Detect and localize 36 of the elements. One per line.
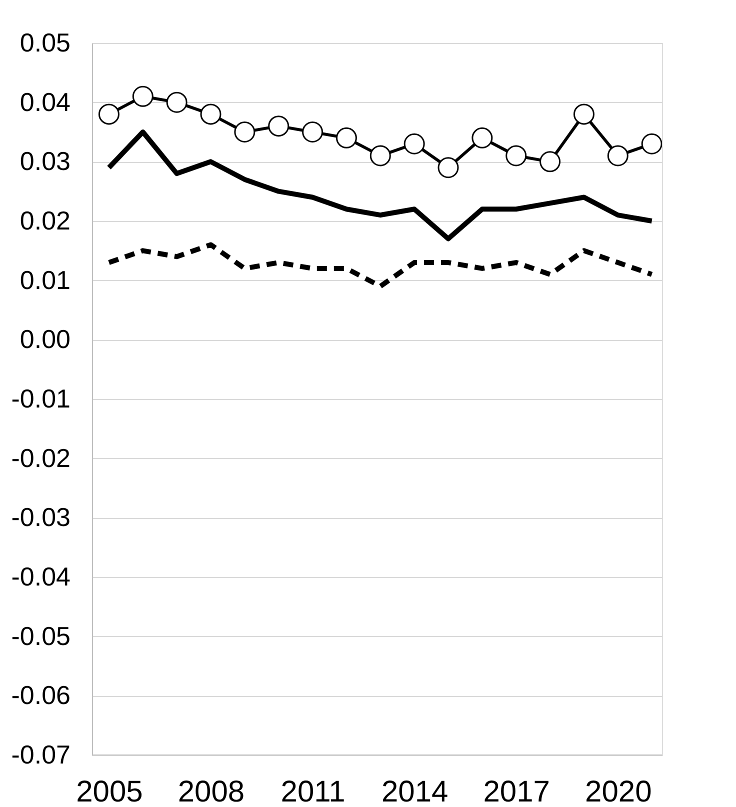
x-tick-label: 2005 xyxy=(76,776,143,807)
point xyxy=(472,127,493,148)
point xyxy=(607,145,628,166)
point xyxy=(98,104,120,125)
y-tick-label: 0.04 xyxy=(20,86,70,117)
point xyxy=(234,122,256,142)
point xyxy=(540,151,561,172)
x-tick-label: 2014 xyxy=(381,776,448,807)
y-tick-label: 0.00 xyxy=(20,324,70,354)
point xyxy=(370,145,391,166)
point xyxy=(132,86,154,107)
point xyxy=(506,145,527,166)
point xyxy=(438,157,459,178)
point xyxy=(404,133,425,154)
y-tick-label: -0.02 xyxy=(11,442,70,473)
point xyxy=(268,116,290,137)
y-tick-label: 0.01 xyxy=(20,264,70,295)
x-tick-label: 2017 xyxy=(483,776,550,807)
y-tick-label: -0.07 xyxy=(11,740,70,770)
y-tick-label: -0.01 xyxy=(11,384,70,414)
y-tick-label: -0.04 xyxy=(11,562,70,592)
point xyxy=(166,92,188,113)
y-tick-label: -0.05 xyxy=(11,620,70,651)
y-tick-label: 0.05 xyxy=(20,28,70,58)
point xyxy=(641,133,662,154)
x-tick-label: 2020 xyxy=(585,776,652,807)
point xyxy=(573,104,594,125)
point xyxy=(200,104,222,125)
y-tick-label: 0.03 xyxy=(20,146,70,176)
point xyxy=(302,122,324,142)
y-tick-label: -0.03 xyxy=(11,502,70,532)
x-tick-label: 2011 xyxy=(280,776,346,807)
y-tick-label: 0.02 xyxy=(20,206,70,236)
y-tick-label: -0.06 xyxy=(11,680,70,710)
point xyxy=(336,127,357,148)
x-tick-label: 2008 xyxy=(178,776,245,807)
